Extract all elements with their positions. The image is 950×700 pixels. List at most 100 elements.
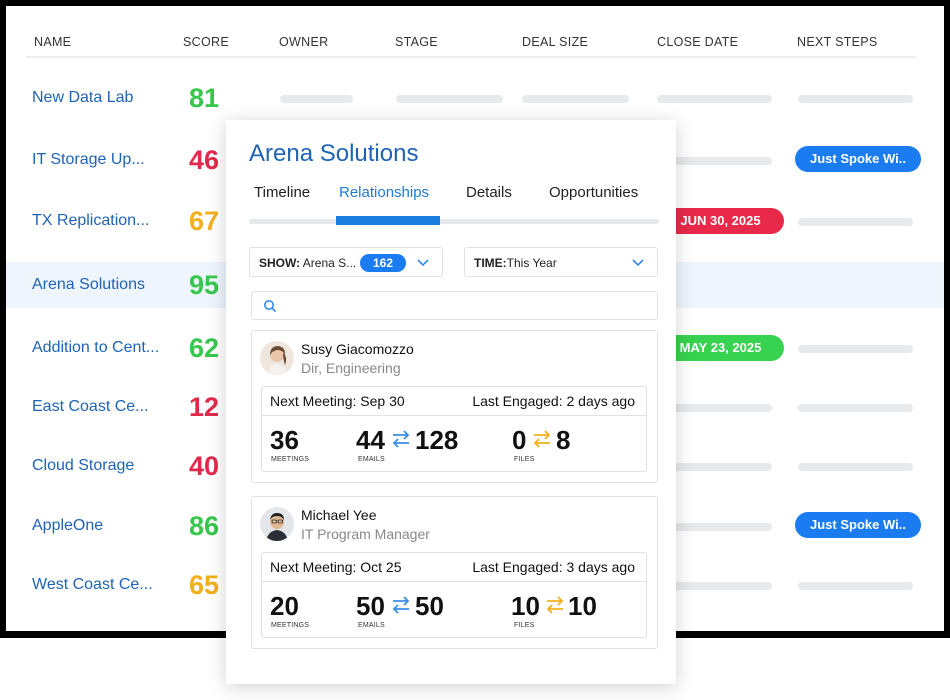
- emails-received-count: 50: [415, 591, 444, 621]
- tab-opportunities[interactable]: Opportunities: [549, 184, 639, 201]
- contact-title: Dir, Engineering: [301, 360, 401, 376]
- tab-details[interactable]: Details: [466, 184, 512, 201]
- divider: [262, 581, 646, 582]
- deal-name-link[interactable]: AppleOne: [32, 517, 104, 534]
- time-filter-dropdown[interactable]: TIME:This Year: [464, 247, 658, 277]
- deal-name-link[interactable]: Cloud Storage: [32, 457, 135, 474]
- next-meeting-label: Next Meeting:: [270, 393, 357, 409]
- deal-score: 67: [189, 206, 220, 236]
- deal-name-link[interactable]: Arena Solutions: [32, 276, 145, 293]
- deal-name-link[interactable]: IT Storage Up...: [32, 151, 145, 168]
- emails-received-count: 128: [415, 425, 459, 455]
- column-header-name[interactable]: NAME: [34, 35, 72, 49]
- owner-placeholder-bar: [280, 95, 353, 103]
- time-filter-label: TIME:This Year: [474, 256, 557, 270]
- show-filter-key: SHOW:: [259, 256, 301, 270]
- close-date-placeholder-bar: [657, 463, 772, 471]
- last-engaged-label: Last Engaged:: [472, 559, 563, 575]
- table-row[interactable]: TX Replication... 67 JUN 30, 2025: [6, 198, 944, 244]
- next-steps-placeholder-bar: [798, 345, 913, 353]
- close-date-badge: MAY 23, 2025: [657, 335, 784, 361]
- active-tab-indicator: [336, 216, 440, 225]
- last-engaged-value: 2 days ago: [566, 393, 636, 409]
- meetings-count: 36: [270, 425, 299, 455]
- deal-name-link[interactable]: East Coast Ce...: [32, 398, 149, 415]
- show-filter-value: Arena S...: [302, 256, 357, 270]
- panel-title: Arena Solutions: [249, 140, 419, 167]
- table-row[interactable]: New Data Lab 81: [6, 75, 944, 121]
- tab-track: [249, 219, 659, 224]
- table-row[interactable]: East Coast Ce... 12: [6, 384, 944, 430]
- next-steps-placeholder-bar: [798, 582, 913, 590]
- next-meeting-label: Next Meeting:: [270, 559, 357, 575]
- next-steps-pill[interactable]: Just Spoke Wi..: [795, 146, 921, 172]
- files-sent-count: 10: [511, 591, 540, 621]
- search-input[interactable]: [251, 291, 658, 320]
- show-filter-dropdown[interactable]: SHOW: Arena S... 162: [249, 247, 443, 277]
- deal-score: 81: [189, 83, 220, 113]
- deal-name-link[interactable]: West Coast Ce...: [32, 576, 153, 593]
- deal-score: 46: [189, 145, 220, 175]
- files-received-count: 10: [568, 591, 597, 621]
- last-engaged-label: Last Engaged:: [472, 393, 563, 409]
- contact-card[interactable]: Susy Giacomozzo Dir, Engineering Next Me…: [251, 330, 658, 483]
- search-icon: [264, 300, 276, 312]
- chevron-down-icon: [632, 259, 644, 267]
- contact-name[interactable]: Susy Giacomozzo: [301, 341, 414, 357]
- close-date-badge: JUN 30, 2025: [657, 208, 784, 234]
- next-meeting: Next Meeting: Oct 25: [270, 559, 402, 575]
- deal-score: 62: [189, 333, 220, 363]
- tab-timeline[interactable]: Timeline: [254, 184, 311, 201]
- emails-sent-count: 44: [356, 425, 385, 455]
- contact-name[interactable]: Michael Yee: [301, 507, 377, 523]
- table-row[interactable]: AppleOne 86 Just Spoke Wi..: [6, 503, 944, 549]
- close-date-placeholder-bar: [657, 523, 772, 531]
- emails-caption: EMAILS: [358, 622, 385, 629]
- next-steps-pill[interactable]: Just Spoke Wi..: [795, 512, 921, 538]
- next-steps-placeholder-bar: [798, 218, 913, 226]
- close-date-placeholder-bar: [657, 157, 772, 165]
- next-meeting-value: Sep 30: [360, 393, 405, 409]
- deal-score: 95: [189, 270, 220, 300]
- engagement-stats: Next Meeting: Oct 25 Last Engaged: 3 day…: [261, 552, 647, 638]
- table-row[interactable]: IT Storage Up... 46 Just Spoke Wi..: [6, 137, 944, 183]
- last-engaged-value: 3 days ago: [566, 559, 636, 575]
- contact-title: IT Program Manager: [301, 526, 430, 542]
- exchange-arrows-icon: [392, 430, 410, 448]
- deal-name-link[interactable]: Addition to Cent...: [32, 339, 160, 356]
- column-header-next-steps[interactable]: NEXT STEPS: [797, 35, 878, 49]
- exchange-arrows-icon: [392, 596, 410, 614]
- table-row[interactable]: West Coast Ce... 65: [6, 562, 944, 608]
- avatar: [260, 507, 294, 541]
- table-row[interactable]: Cloud Storage 40: [6, 443, 944, 489]
- account-detail-panel: Arena Solutions Timeline Relationships D…: [226, 120, 676, 684]
- column-header-stage[interactable]: STAGE: [395, 35, 438, 49]
- deal-score: 40: [189, 451, 220, 481]
- tab-relationships[interactable]: Relationships: [339, 184, 430, 201]
- count-badge: 162: [360, 254, 406, 272]
- meetings-caption: MEETINGS: [271, 622, 310, 629]
- emails-sent-count: 50: [356, 591, 385, 621]
- files-sent-count: 0: [512, 425, 527, 455]
- close-date-placeholder-bar: [657, 95, 772, 103]
- deal-score: 86: [189, 511, 220, 541]
- table-row[interactable]: Addition to Cent... 62 MAY 23, 2025: [6, 325, 944, 371]
- files-caption: FILES: [514, 622, 535, 629]
- avatar: [260, 341, 294, 375]
- deal-name-link[interactable]: TX Replication...: [32, 212, 150, 229]
- column-header-deal-size[interactable]: DEAL SIZE: [522, 35, 589, 49]
- next-meeting-value: Oct 25: [360, 559, 402, 575]
- deal-name-link[interactable]: New Data Lab: [32, 89, 134, 106]
- column-header-close-date[interactable]: CLOSE DATE: [657, 35, 739, 49]
- column-header-owner[interactable]: OWNER: [279, 35, 329, 49]
- stage-placeholder-bar: [396, 95, 503, 103]
- column-header-score[interactable]: SCORE: [183, 35, 229, 49]
- last-engaged: Last Engaged: 2 days ago: [472, 393, 635, 409]
- time-filter-value: This Year: [506, 256, 557, 270]
- next-meeting: Next Meeting: Sep 30: [270, 393, 405, 409]
- deal-score: 12: [189, 392, 220, 422]
- contact-card[interactable]: Michael Yee IT Program Manager Next Meet…: [251, 496, 658, 649]
- chevron-down-icon: [417, 259, 429, 267]
- time-filter-key: TIME:: [474, 256, 507, 270]
- next-steps-placeholder-bar: [798, 404, 913, 412]
